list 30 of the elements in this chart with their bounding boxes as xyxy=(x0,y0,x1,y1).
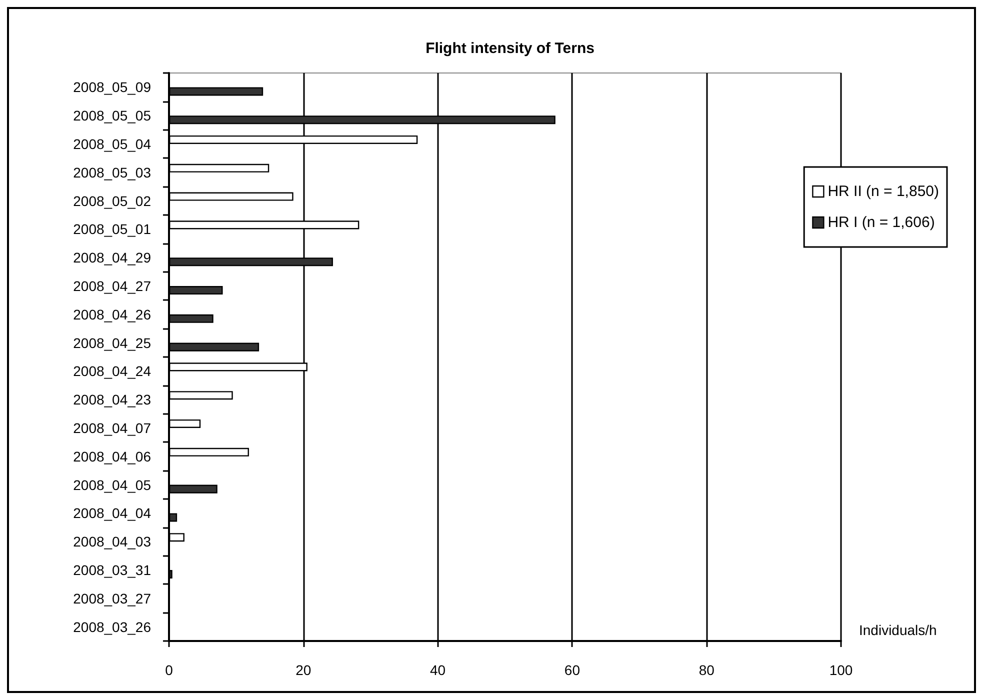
legend-label: HR I (n = 1,606) xyxy=(828,214,935,231)
y-tick-label: 2008_04_06 xyxy=(73,448,152,464)
y-tick-label: 2008_05_05 xyxy=(73,108,152,124)
y-tick-label: 2008_05_04 xyxy=(73,136,152,152)
y-tick-label: 2008_04_27 xyxy=(73,278,152,294)
y-tick-label: 2008_04_04 xyxy=(73,505,152,522)
x-tick-label: 20 xyxy=(296,662,312,678)
y-tick-label: 2008_03_27 xyxy=(73,590,152,606)
y-tick-label: 2008_05_09 xyxy=(73,79,152,96)
y-tick-label: 2008_03_31 xyxy=(73,562,152,578)
y-tick-label: 2008_03_26 xyxy=(73,618,152,635)
x-tick-label: 0 xyxy=(165,662,174,678)
y-tick-label: 2008_04_05 xyxy=(73,476,152,493)
x-tick-label: 80 xyxy=(698,662,715,678)
x-tick-label: 100 xyxy=(829,662,853,678)
x-tick-label: 60 xyxy=(564,662,580,678)
y-tick-label: 2008_04_26 xyxy=(73,306,152,322)
y-tick-label: 2008_05_03 xyxy=(73,164,152,180)
x-axis-title: Individuals/h xyxy=(859,622,937,638)
y-tick-label: 2008_05_02 xyxy=(73,192,152,209)
legend-label: HR II (n = 1,850) xyxy=(828,183,940,200)
y-tick-label: 2008_05_01 xyxy=(73,221,152,238)
y-tick-label: 2008_04_23 xyxy=(73,392,152,408)
x-tick-label: 40 xyxy=(430,662,446,678)
y-tick-label: 2008_04_25 xyxy=(73,334,152,351)
y-tick-label: 2008_04_03 xyxy=(73,534,152,550)
y-tick-label: 2008_04_29 xyxy=(73,250,152,266)
chart-title: Flight intensity of Terns xyxy=(426,40,594,57)
y-tick-label: 2008_04_07 xyxy=(73,420,152,436)
y-tick-label: 2008_04_24 xyxy=(73,363,152,380)
